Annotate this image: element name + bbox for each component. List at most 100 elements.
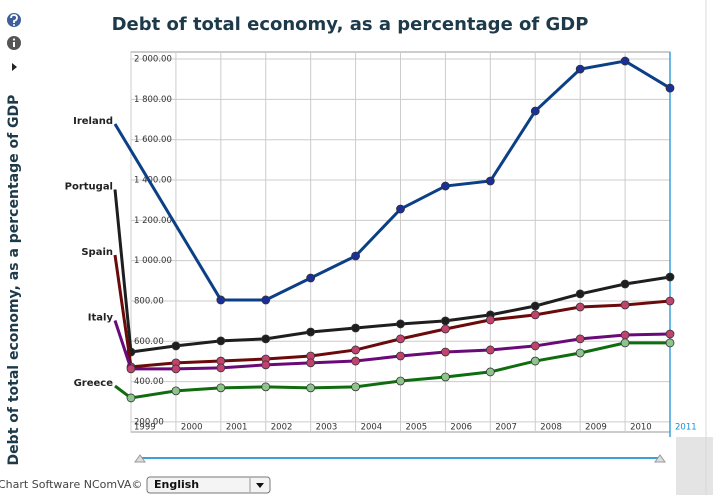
- point: [396, 334, 405, 344]
- point: [575, 64, 585, 74]
- point: [351, 356, 360, 366]
- point: [530, 341, 540, 351]
- series-label: Greece: [74, 378, 114, 389]
- point: [530, 356, 540, 366]
- series-label: Italy: [88, 313, 114, 324]
- point: [485, 315, 495, 325]
- y-tick-label: 1 400.00: [134, 176, 172, 186]
- point: [126, 393, 136, 403]
- y-tick-label: 1 200.00: [134, 216, 172, 226]
- help-icon[interactable]: [7, 13, 21, 27]
- label-leader: [113, 189, 133, 353]
- point: [575, 302, 585, 312]
- series-label: Portugal: [65, 182, 113, 193]
- point: [261, 295, 271, 305]
- y-tick-label: 1 800.00: [134, 95, 172, 105]
- x-tick-label: 2005: [406, 423, 428, 433]
- y-tick-label: 800.00: [134, 296, 164, 306]
- point: [306, 273, 316, 283]
- label-leader: [113, 254, 133, 368]
- y-tick-label: 400.00: [134, 377, 164, 387]
- point: [441, 316, 450, 326]
- point: [261, 360, 271, 370]
- point: [575, 334, 585, 344]
- language-label: English: [154, 478, 199, 491]
- point: [351, 251, 360, 261]
- point: [171, 386, 181, 396]
- y-tick-label: 600.00: [134, 337, 164, 347]
- y-tick-label: 200.00: [134, 417, 164, 427]
- point: [396, 376, 405, 386]
- point: [396, 204, 405, 214]
- point: [620, 279, 630, 289]
- point: [216, 336, 226, 346]
- x-tick-label: 2003: [316, 423, 338, 433]
- point: [216, 363, 226, 373]
- point: [216, 383, 226, 393]
- y-tick-label: 2 000.00: [134, 55, 172, 65]
- point: [485, 367, 495, 377]
- point: [306, 327, 316, 337]
- point: [441, 181, 450, 191]
- point: [620, 330, 630, 340]
- point: [261, 382, 271, 392]
- point: [530, 310, 540, 320]
- x-tick-label: 2001: [226, 423, 248, 433]
- point: [261, 334, 271, 344]
- point: [485, 345, 495, 355]
- point: [306, 383, 316, 393]
- point: [665, 296, 675, 306]
- point: [665, 338, 675, 348]
- point: [441, 372, 450, 382]
- x-tick-label: 2000: [181, 423, 203, 433]
- series-label: Ireland: [73, 116, 113, 127]
- x-tick-label: 2007: [495, 423, 517, 433]
- point: [575, 289, 585, 299]
- point: [441, 347, 450, 357]
- point: [396, 319, 405, 329]
- x-tick-label: 2004: [361, 423, 383, 433]
- credit: Chart Software NComVA©: [0, 478, 142, 491]
- point: [216, 295, 226, 305]
- point: [351, 345, 360, 355]
- expand-arrow[interactable]: [12, 63, 17, 71]
- side-panel: [676, 437, 713, 495]
- x-tick-label: 2002: [271, 423, 293, 433]
- y-tick-label: 1 600.00: [134, 135, 172, 145]
- point: [171, 364, 181, 374]
- point: [530, 301, 540, 311]
- point: [396, 351, 405, 361]
- y-axis-label: Debt of total economy, as a percentage o…: [6, 95, 22, 466]
- point: [575, 348, 585, 358]
- point: [620, 300, 630, 310]
- x-tick-label: 2011: [675, 423, 697, 433]
- x-tick-label: 1999: [134, 423, 156, 433]
- point: [485, 176, 495, 186]
- x-tick-label: 2009: [585, 423, 607, 433]
- x-tick-label: 2010: [630, 423, 652, 433]
- point: [306, 358, 316, 368]
- x-tick-label: 2006: [450, 423, 472, 433]
- point: [126, 364, 136, 374]
- info-icon[interactable]: [7, 36, 21, 50]
- label-leader: [113, 320, 133, 370]
- point: [351, 382, 360, 392]
- point: [620, 56, 630, 66]
- point: [171, 341, 181, 351]
- point: [351, 323, 360, 333]
- chart-title: Debt of total economy, as a percentage o…: [112, 14, 589, 35]
- x-tick-label: 2008: [540, 423, 562, 433]
- point: [441, 324, 450, 334]
- point: [530, 106, 540, 116]
- slider[interactable]: [134, 454, 666, 463]
- point: [665, 272, 675, 282]
- point: [665, 83, 675, 93]
- series-label: Spain: [81, 247, 113, 258]
- point: [665, 329, 675, 339]
- label-leader: [113, 123, 223, 301]
- language-select[interactable]: [146, 476, 271, 494]
- y-tick-label: 1 000.00: [134, 256, 172, 266]
- point: [620, 338, 630, 348]
